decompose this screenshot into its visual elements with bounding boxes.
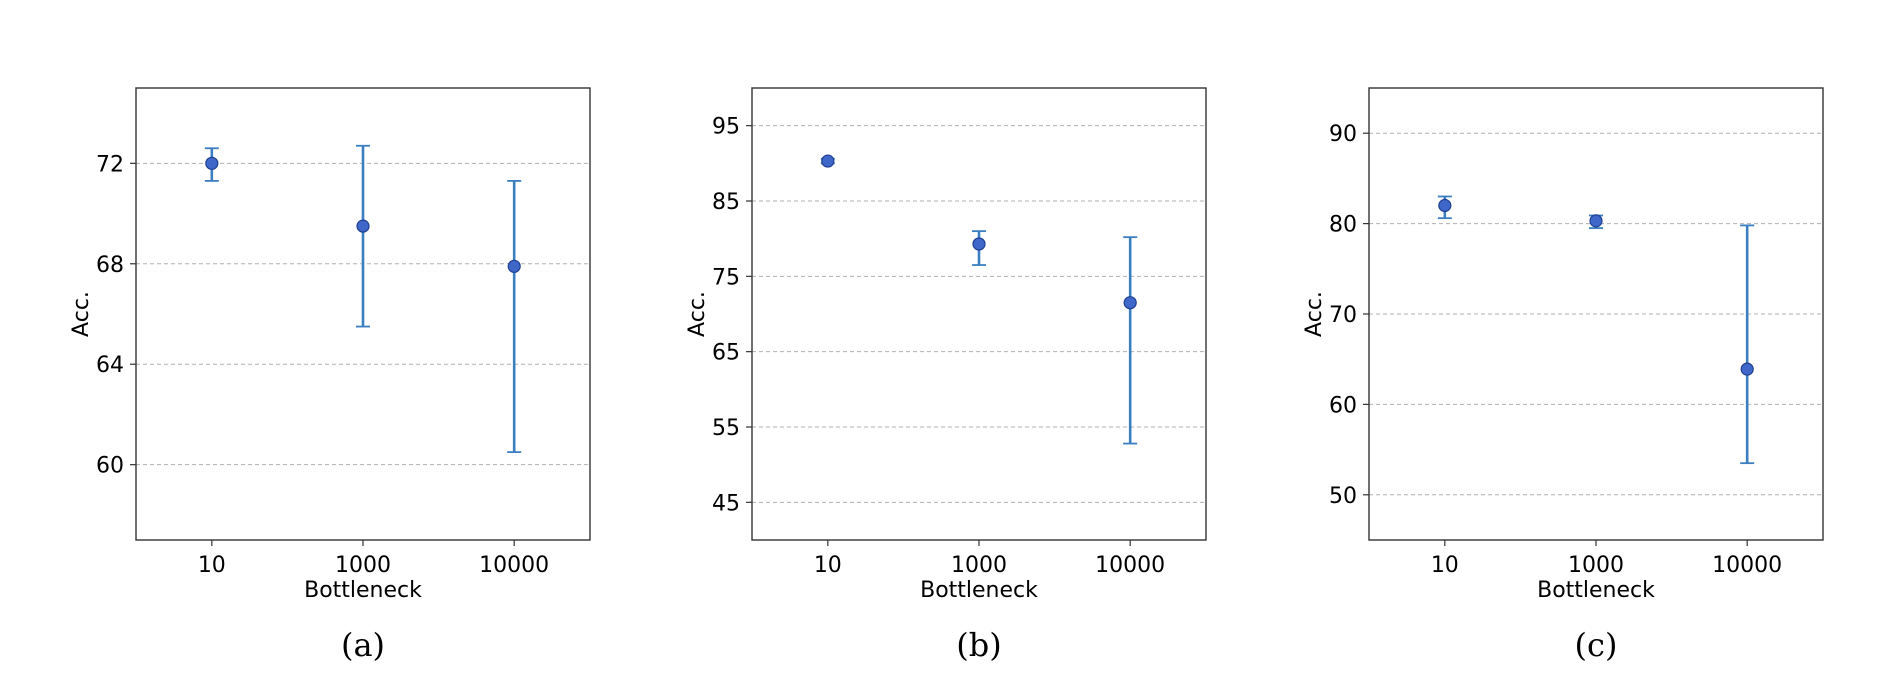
data-point bbox=[1123, 296, 1137, 310]
y-axis-label: Acc. bbox=[685, 291, 710, 337]
y-tick-label: 68 bbox=[96, 253, 124, 278]
x-tick-label: 10000 bbox=[479, 553, 549, 578]
y-tick-label: 80 bbox=[1329, 213, 1357, 238]
x-tick-label: 10 bbox=[198, 553, 226, 578]
x-tick-label: 1000 bbox=[1568, 553, 1624, 578]
y-tick-label: 55 bbox=[712, 416, 740, 441]
y-tick-label: 60 bbox=[96, 454, 124, 479]
x-axis-label: Bottleneck bbox=[1537, 578, 1655, 603]
panel-caption: (c) bbox=[1575, 626, 1618, 664]
y-tick-label: 75 bbox=[712, 265, 740, 290]
y-tick-label: 72 bbox=[96, 152, 124, 177]
y-axis-label: Acc. bbox=[1302, 291, 1327, 337]
x-tick-label: 10000 bbox=[1712, 553, 1782, 578]
data-point bbox=[972, 237, 986, 251]
data-point bbox=[356, 219, 370, 233]
data-point bbox=[1740, 362, 1754, 376]
y-tick-label: 70 bbox=[1329, 303, 1357, 328]
y-tick-label: 85 bbox=[712, 190, 740, 215]
chart-panel-3: 50 60 70 80 90 10 1000 10000 Bottleneck Acc. (c) bbox=[1302, 87, 1824, 664]
data-point bbox=[821, 154, 835, 168]
x-tick-label: 1000 bbox=[335, 553, 391, 578]
x-tick-label: 10 bbox=[1431, 553, 1459, 578]
x-tick-label: 1000 bbox=[951, 553, 1007, 578]
x-axis-label: Bottleneck bbox=[304, 578, 422, 603]
chart-panel-1: 60 64 68 72 10 1000 10000 Bottleneck Acc. (a) bbox=[69, 87, 591, 664]
x-tick-label: 10 bbox=[814, 553, 842, 578]
y-axis-label: Acc. bbox=[69, 291, 94, 337]
plot-frame bbox=[751, 87, 1207, 541]
y-tick-label: 60 bbox=[1329, 393, 1357, 418]
y-tick-label: 90 bbox=[1329, 122, 1357, 147]
data-point bbox=[507, 259, 521, 273]
x-axis-label: Bottleneck bbox=[920, 578, 1038, 603]
x-tick-label: 10000 bbox=[1095, 553, 1165, 578]
y-tick-label: 95 bbox=[712, 115, 740, 140]
data-point bbox=[1589, 214, 1603, 228]
panel-caption: (b) bbox=[956, 626, 1001, 664]
data-point bbox=[1438, 198, 1452, 213]
chart-panel-2: 45 55 65 75 85 95 10 1000 10000 Bottleneck Acc. (b) bbox=[685, 87, 1207, 664]
panel-caption: (a) bbox=[341, 626, 385, 664]
y-tick-label: 65 bbox=[712, 341, 740, 366]
y-tick-label: 50 bbox=[1329, 484, 1357, 509]
y-tick-label: 45 bbox=[712, 491, 740, 516]
data-point bbox=[205, 156, 219, 170]
y-tick-label: 64 bbox=[96, 353, 124, 378]
